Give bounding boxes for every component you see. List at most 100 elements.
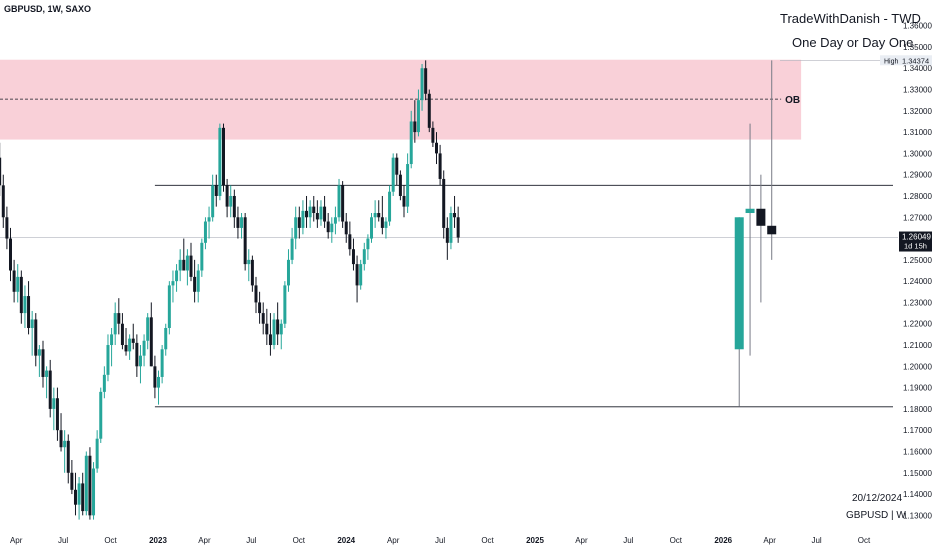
candle	[207, 206, 211, 239]
candle	[92, 462, 96, 520]
candle	[276, 302, 280, 346]
x-tick-label: Oct	[670, 536, 683, 545]
candle-body	[113, 313, 117, 335]
y-tick-label: 1.21000	[903, 341, 932, 350]
candle	[319, 200, 323, 226]
candle	[5, 206, 9, 250]
candle	[326, 213, 330, 239]
y-tick-label: 1.24000	[903, 277, 932, 286]
current-price-tag-bg	[899, 231, 932, 252]
horizontal-levels	[0, 59, 898, 408]
candle	[9, 227, 13, 282]
candle	[301, 200, 305, 235]
candle-body	[211, 185, 215, 218]
candle	[27, 281, 31, 335]
candle	[449, 206, 453, 250]
candle	[120, 313, 124, 350]
candle	[164, 323, 168, 356]
candle	[240, 213, 244, 239]
candle-body	[348, 234, 352, 250]
candle	[99, 387, 103, 443]
y-tick-label: 1.17000	[903, 426, 932, 435]
x-tick-label: Oct	[858, 536, 871, 545]
projected-candle	[767, 60, 777, 260]
candle	[218, 123, 222, 201]
projected-body	[734, 217, 744, 350]
candle	[52, 387, 56, 431]
candle	[290, 227, 294, 265]
candle-body	[193, 276, 197, 292]
candle	[427, 89, 431, 133]
y-tick-label: 1.31000	[903, 128, 932, 137]
candle	[200, 238, 204, 277]
ob-zone-rect	[0, 59, 802, 140]
candle-body	[1, 185, 5, 218]
x-tick-label: 2025	[526, 536, 544, 545]
candle-body	[203, 221, 207, 243]
candle-body	[283, 285, 287, 324]
candle-body	[153, 366, 157, 388]
candle-body	[236, 217, 240, 228]
candle	[297, 206, 301, 239]
candle-body	[146, 317, 150, 341]
y-tick-label: 1.22000	[903, 320, 932, 329]
x-tick-label: 2026	[714, 536, 732, 545]
candle-body	[370, 217, 374, 239]
x-tick-label: Oct	[104, 536, 117, 545]
candle	[420, 63, 424, 111]
candle	[106, 334, 110, 382]
y-tick-label: 1.35000	[903, 43, 932, 52]
candle-body	[55, 398, 59, 431]
candle-body	[286, 259, 290, 286]
candle-body	[102, 374, 106, 392]
candle	[135, 334, 139, 377]
candle	[73, 472, 77, 516]
candle-body	[27, 296, 31, 328]
candle-body	[175, 270, 179, 282]
candle-body	[0, 157, 2, 186]
candle-body	[456, 217, 460, 238]
candle	[283, 281, 287, 328]
price-axis[interactable]: 1.36000 1.35000 1.34000 1.33000 1.32000 1.310…	[880, 22, 932, 521]
time-axis[interactable]: Apr Jul Oct 2023 Apr Jul Oct 2024 Apr Jul Oct 2025 A…	[10, 536, 871, 545]
candle	[431, 121, 435, 148]
x-tick-label: Apr	[575, 536, 588, 545]
candle-body	[333, 217, 337, 224]
y-tick-label: 1.27000	[903, 213, 932, 222]
candle	[348, 221, 352, 256]
candle-body	[30, 319, 34, 328]
candle-body	[92, 468, 96, 516]
candle	[63, 430, 67, 473]
candle-body	[315, 213, 319, 220]
candle-body	[81, 483, 85, 512]
candle-body	[323, 206, 327, 222]
candle	[359, 259, 363, 290]
candle	[178, 249, 182, 282]
candle	[456, 206, 460, 243]
candle-body	[229, 195, 233, 207]
candle	[370, 213, 374, 243]
symbol-label[interactable]: GBPUSD, 1W, SAXO	[4, 4, 92, 14]
watermark-title: TradeWithDanish - TWD	[780, 11, 921, 26]
candle-body	[294, 217, 298, 239]
candle-body	[16, 276, 20, 292]
projected-candle	[756, 174, 766, 303]
candle	[0, 142, 2, 196]
candle	[138, 345, 142, 384]
candle	[308, 200, 312, 228]
candle	[225, 178, 229, 218]
candle-body	[142, 340, 146, 356]
candle-body	[66, 440, 70, 473]
candle-body	[124, 345, 128, 352]
candle	[453, 195, 457, 228]
candle-body	[171, 281, 175, 286]
candle	[416, 89, 420, 137]
candle	[366, 234, 370, 260]
candle	[117, 298, 121, 335]
x-tick-label: Apr	[387, 536, 400, 545]
candle	[315, 200, 319, 228]
candle-body	[34, 319, 38, 356]
candle-body	[258, 302, 262, 314]
candle	[330, 217, 334, 243]
